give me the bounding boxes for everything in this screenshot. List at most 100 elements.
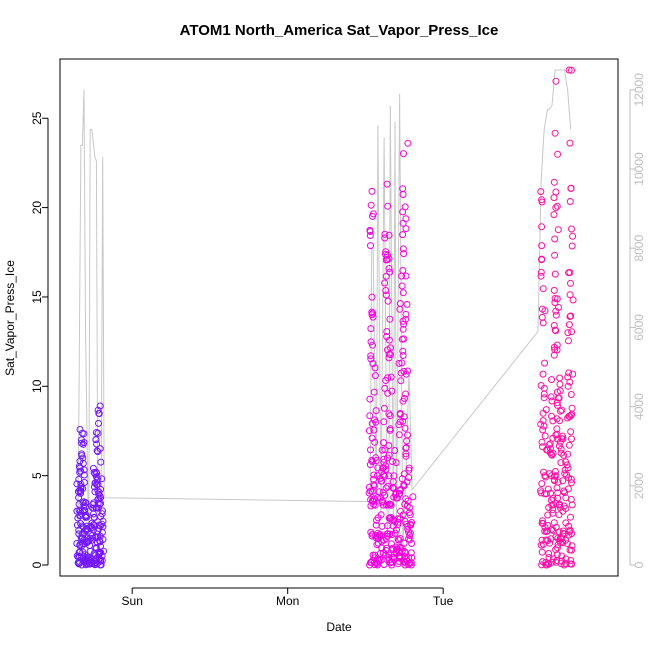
data-point <box>98 510 106 518</box>
data-point <box>396 418 404 426</box>
data-point <box>550 519 558 527</box>
data-point <box>557 445 565 453</box>
data-point <box>388 531 396 539</box>
secondary-series-line <box>77 69 572 554</box>
data-point <box>385 350 393 358</box>
x-axis-label: Date <box>326 620 352 634</box>
data-point <box>368 187 376 195</box>
data-point <box>552 468 559 475</box>
data-point <box>395 536 403 544</box>
secondary-y-tick-label: 10000 <box>632 152 646 186</box>
secondary-y-tick-label: 12000 <box>632 73 646 107</box>
data-point <box>369 309 377 317</box>
data-point <box>94 406 102 414</box>
x-tick-label: Tue <box>433 594 454 608</box>
data-point <box>405 474 413 481</box>
data-point <box>556 387 564 395</box>
data-point <box>559 435 567 443</box>
data-point <box>562 555 570 563</box>
data-point <box>538 198 546 206</box>
data-point <box>97 494 105 502</box>
data-point <box>391 529 399 537</box>
data-point <box>568 542 576 550</box>
chart-title: ATOM1 North_America Sat_Vapor_Press_Ice <box>180 22 499 39</box>
data-point <box>564 464 572 472</box>
data-point <box>383 328 391 335</box>
data-point <box>368 420 376 428</box>
data-point <box>404 367 412 375</box>
data-point <box>568 560 576 568</box>
data-point <box>381 491 389 499</box>
data-point <box>400 539 408 547</box>
data-point <box>545 554 553 561</box>
data-point <box>366 232 374 239</box>
x-tick-label: Sun <box>122 594 143 608</box>
data-point <box>556 380 564 388</box>
data-point <box>548 525 556 533</box>
data-point <box>401 548 409 556</box>
data-point <box>76 426 84 433</box>
data-point <box>380 458 388 466</box>
data-point <box>564 329 572 337</box>
data-point <box>95 409 103 417</box>
data-point <box>409 493 417 501</box>
data-point <box>551 326 559 334</box>
data-point <box>565 441 573 449</box>
data-point <box>546 440 554 448</box>
data-point <box>75 560 83 568</box>
data-point <box>97 561 105 569</box>
data-point <box>568 328 576 336</box>
data-point <box>92 504 100 512</box>
data-point <box>552 204 560 212</box>
data-point <box>568 546 575 554</box>
data-point <box>382 484 390 492</box>
data-point <box>388 561 396 569</box>
data-point <box>96 402 104 410</box>
data-point <box>559 477 567 485</box>
data-point <box>93 470 101 477</box>
data-point <box>380 455 388 463</box>
data-point <box>555 511 563 519</box>
data-point <box>562 505 570 512</box>
data-point <box>371 438 379 446</box>
data-point <box>399 231 407 239</box>
data-point <box>82 499 90 507</box>
data-point <box>387 373 395 381</box>
data-point <box>400 335 408 343</box>
data-point <box>402 310 410 318</box>
data-point <box>554 226 562 234</box>
data-point <box>567 513 574 521</box>
data-point <box>396 490 404 497</box>
data-point <box>564 485 572 493</box>
data-point <box>380 439 388 447</box>
data-point <box>382 287 390 294</box>
data-point <box>382 466 390 473</box>
data-point <box>400 250 408 258</box>
data-point <box>554 401 561 409</box>
data-point <box>549 417 557 425</box>
data-point <box>557 407 564 415</box>
data-point <box>382 291 390 299</box>
data-point <box>565 337 572 345</box>
data-point <box>384 202 392 210</box>
data-point <box>554 489 562 497</box>
data-point <box>537 272 545 280</box>
data-point <box>80 466 88 474</box>
secondary-y-axis: 0 2000 4000 6000 8000 10000 12000 <box>629 73 646 568</box>
data-point <box>553 544 561 552</box>
data-point <box>95 419 102 427</box>
data-point <box>380 418 388 426</box>
data-point <box>385 472 393 480</box>
data-point <box>404 497 412 505</box>
data-point <box>566 526 574 534</box>
data-point <box>548 412 555 420</box>
data-point <box>545 441 553 449</box>
data-point <box>98 529 106 536</box>
secondary-y-tick-label: 8000 <box>632 235 646 262</box>
data-point <box>82 503 89 511</box>
data-point <box>73 521 81 529</box>
data-point <box>402 390 410 398</box>
data-point <box>541 307 549 315</box>
data-point <box>567 428 575 436</box>
